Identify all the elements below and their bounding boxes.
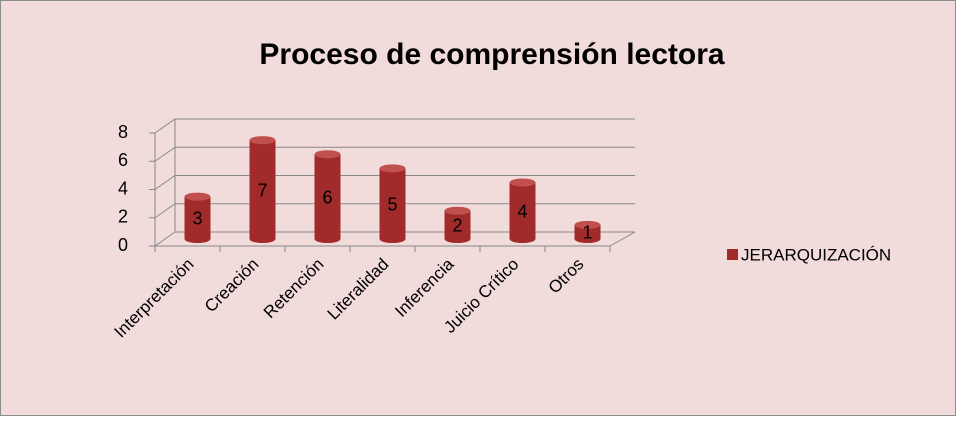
chart-title: Proceso de comprensión lectora (259, 38, 724, 71)
data-label: 3 (192, 209, 202, 229)
data-label: 2 (452, 216, 462, 236)
grid-line (154, 231, 635, 247)
bar (574, 220, 601, 243)
bar (184, 192, 211, 243)
data-label: 5 (387, 194, 397, 214)
y-tick-label: 8 (118, 122, 128, 142)
bar (249, 136, 276, 243)
cylinder-body (379, 168, 406, 243)
cylinder-body (509, 182, 536, 243)
data-label: 4 (517, 202, 527, 222)
legend-label: JERARQUIZACIÓN (741, 245, 891, 264)
cylinder-top (184, 192, 211, 201)
cylinder-top (509, 178, 536, 187)
floor-right (609, 231, 636, 247)
data-label: 1 (582, 223, 592, 243)
bar (314, 150, 341, 243)
cylinder-body (184, 196, 211, 243)
cylinder-top (444, 206, 471, 215)
cylinder-body (314, 154, 341, 243)
cylinder-body (574, 224, 601, 243)
bar (509, 178, 536, 243)
cylinder-top (314, 150, 341, 159)
cylinder-top (249, 136, 276, 145)
y-tick-label: 6 (118, 150, 128, 170)
legend-swatch (727, 249, 738, 260)
grid-line (154, 146, 635, 162)
cylinder-body (249, 140, 276, 243)
grid-line (154, 175, 635, 190)
data-label: 7 (257, 180, 267, 200)
cylinder-top (574, 220, 601, 229)
y-tick-label: 0 (118, 235, 128, 255)
cylinder-body (444, 210, 471, 243)
y-tick-label: 4 (118, 178, 128, 198)
data-label: 6 (322, 187, 332, 207)
bar (379, 164, 406, 243)
bar (444, 206, 471, 243)
grid-line (154, 203, 635, 219)
grid-line (154, 118, 635, 134)
y-tick-label: 2 (118, 207, 128, 227)
cylinder-top (379, 164, 406, 173)
